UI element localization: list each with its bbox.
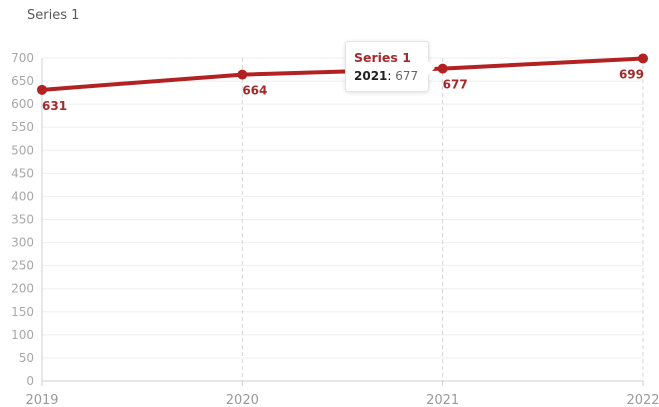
data-point[interactable]	[638, 53, 648, 64]
y-tick-label: 300	[11, 236, 34, 250]
tooltip-value: 677	[395, 69, 419, 83]
data-point[interactable]	[237, 69, 248, 80]
x-tick-label: 2021	[426, 393, 459, 407]
chart-title: Series 1	[27, 8, 80, 23]
data-label: 631	[42, 99, 67, 113]
y-tick-label: 700	[11, 51, 34, 65]
y-tick-label: 50	[19, 351, 34, 365]
y-tick-label: 0	[26, 374, 34, 388]
grid	[42, 57, 644, 382]
y-tick-label: 150	[11, 305, 34, 319]
tooltip-series-name: Series 1	[354, 50, 411, 65]
data-label: 664	[242, 84, 267, 98]
series-group[interactable]	[37, 53, 648, 95]
data-label: 677	[443, 78, 468, 92]
y-tick-label: 350	[11, 213, 34, 227]
data-labels: 631 664 677 699	[42, 67, 644, 112]
y-tick-label: 450	[11, 166, 34, 180]
y-tick-label: 400	[11, 189, 34, 203]
x-axis-ticks: 2019 2020 2021 2022	[25, 393, 659, 407]
y-tick-label: 200	[11, 282, 34, 296]
y-tick-label: 550	[11, 120, 34, 134]
tooltip-category: 2021	[354, 69, 388, 83]
y-tick-label: 650	[11, 74, 34, 88]
y-tick-label: 500	[11, 143, 34, 157]
y-tick-label: 100	[11, 328, 34, 342]
axes	[41, 58, 644, 386]
y-tick-label: 250	[11, 259, 34, 273]
data-point[interactable]	[437, 63, 448, 74]
tooltip-row: 2021: 677	[354, 67, 418, 85]
data-point[interactable]	[37, 84, 47, 95]
series-line[interactable]	[40, 56, 645, 92]
tooltip-separator: :	[387, 69, 396, 83]
x-tick-label: 2022	[626, 393, 659, 407]
y-tick-label: 600	[11, 97, 34, 111]
x-tick-label: 2020	[226, 393, 259, 407]
data-label: 699	[619, 67, 644, 81]
y-axis-ticks: 0 50 100 150 200 250 300 350 400 450 500 550 600 650 7…	[11, 51, 34, 388]
x-tick-label: 2019	[25, 393, 58, 407]
tooltip: Series 1 2021: 677	[345, 41, 436, 92]
